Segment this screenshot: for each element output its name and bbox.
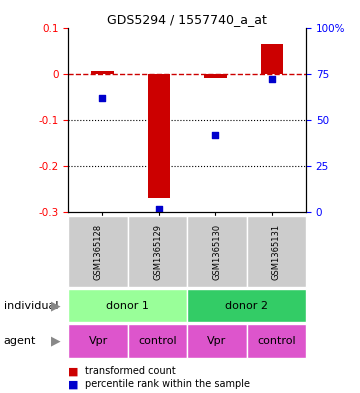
Text: control: control	[138, 336, 177, 346]
Text: ■: ■	[68, 366, 79, 376]
Title: GDS5294 / 1557740_a_at: GDS5294 / 1557740_a_at	[107, 13, 267, 26]
Text: GSM1365130: GSM1365130	[212, 224, 221, 279]
Bar	[261, 44, 283, 73]
Text: percentile rank within the sample: percentile rank within the sample	[85, 379, 249, 389]
Text: GSM1365128: GSM1365128	[94, 224, 103, 279]
Text: control: control	[257, 336, 296, 346]
Text: donor 2: donor 2	[225, 301, 268, 310]
Text: donor 1: donor 1	[106, 301, 149, 310]
Text: ■: ■	[68, 379, 79, 389]
Text: agent: agent	[4, 336, 36, 346]
Text: Vpr: Vpr	[207, 336, 226, 346]
Text: GSM1365129: GSM1365129	[153, 224, 162, 279]
Text: GSM1365131: GSM1365131	[272, 224, 281, 279]
Text: transformed count: transformed count	[85, 366, 175, 376]
Text: Vpr: Vpr	[89, 336, 108, 346]
Text: individual: individual	[4, 301, 58, 310]
Text: ▶: ▶	[51, 299, 60, 312]
Point	[99, 95, 105, 101]
Point	[269, 76, 275, 83]
Bar	[91, 72, 114, 73]
Bar	[148, 73, 170, 198]
Bar	[204, 73, 227, 78]
Point	[156, 206, 162, 212]
Point	[213, 132, 219, 138]
Text: ▶: ▶	[51, 334, 60, 347]
